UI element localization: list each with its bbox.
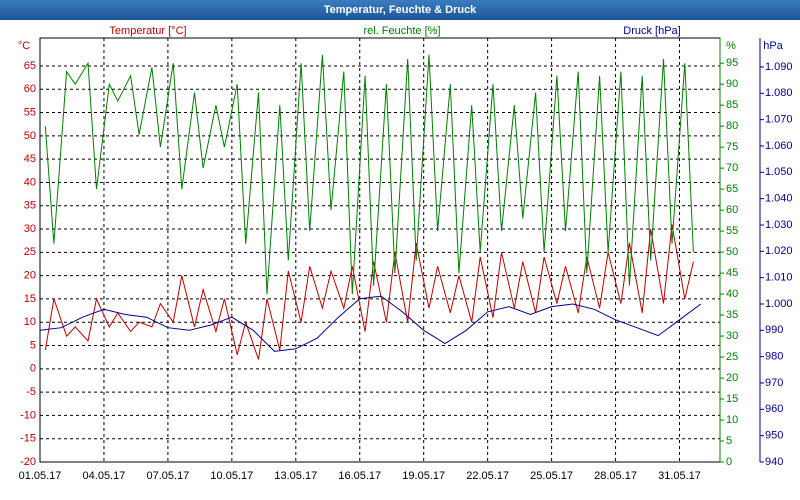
y3-tick-label: 940 <box>765 456 783 468</box>
y-tick-label: 40 <box>24 176 36 188</box>
y-unit: °C <box>18 40 30 52</box>
x-tick-label: 19.05.17 <box>402 470 445 482</box>
x-tick-label: 28.05.17 <box>594 470 637 482</box>
y2-tick-label: 90 <box>726 78 738 90</box>
y-tick-label: 0 <box>30 363 36 375</box>
plot-area <box>39 37 721 463</box>
y-tick-label: 30 <box>24 223 36 235</box>
y3-tick-label: 1.050 <box>765 166 793 178</box>
y-tick-label: -20 <box>20 456 36 468</box>
y-tick-label: 50 <box>24 130 36 142</box>
x-tick-label: 13.05.17 <box>274 470 317 482</box>
y3-tick-label: 1.060 <box>765 140 793 152</box>
y3-unit: hPa <box>763 40 783 52</box>
x-tick-label: 04.05.17 <box>83 470 126 482</box>
y2-tick-label: 45 <box>726 267 738 279</box>
y2-tick-label: 35 <box>726 309 738 321</box>
legend-label: Temperatur [°C] <box>109 25 186 37</box>
x-tick-label: 16.05.17 <box>338 470 381 482</box>
y3-tick-label: 980 <box>765 351 783 363</box>
x-tick-label: 25.05.17 <box>530 470 573 482</box>
legend-label: Druck [hPa] <box>623 25 680 37</box>
y2-tick-label: 10 <box>726 414 738 426</box>
y-tick-label: 65 <box>24 60 36 72</box>
y2-tick-label: 55 <box>726 225 738 237</box>
y3-tick-label: 970 <box>765 377 783 389</box>
x-tick-label: 01.05.17 <box>19 470 62 482</box>
y2-tick-label: 95 <box>726 57 738 69</box>
y-tick-label: 10 <box>24 316 36 328</box>
y2-tick-label: 15 <box>726 393 738 405</box>
y3-tick-label: 1.010 <box>765 272 793 284</box>
chart-title: Temperatur, Feuchte & Druck <box>324 4 477 16</box>
y-tick-label: -15 <box>20 433 36 445</box>
y2-tick-label: 20 <box>726 372 738 384</box>
y3-tick-label: 1.020 <box>765 245 793 257</box>
y2-tick-label: 75 <box>726 141 738 153</box>
y3-tick-label: 1.070 <box>765 114 793 126</box>
x-tick-label: 22.05.17 <box>466 470 509 482</box>
y3-tick-label: 950 <box>765 430 783 442</box>
y-tick-label: 45 <box>24 153 36 165</box>
y2-tick-label: 80 <box>726 120 738 132</box>
y-tick-label: 55 <box>24 106 36 118</box>
y-tick-label: 35 <box>24 200 36 212</box>
y-tick-label: 15 <box>24 293 36 305</box>
y2-unit: % <box>726 40 736 52</box>
y3-tick-label: 1.040 <box>765 193 793 205</box>
series-line <box>44 54 694 295</box>
y3-tick-label: 960 <box>765 403 783 415</box>
x-tick-label: 07.05.17 <box>146 470 189 482</box>
y2-tick-label: 40 <box>726 288 738 300</box>
x-tick-label: 10.05.17 <box>210 470 253 482</box>
y2-tick-label: 25 <box>726 351 738 363</box>
y3-tick-label: 1.080 <box>765 87 793 99</box>
y-tick-label: 60 <box>24 83 36 95</box>
y3-tick-label: 1.030 <box>765 219 793 231</box>
y-tick-label: 25 <box>24 246 36 258</box>
y-tick-label: -5 <box>26 386 36 398</box>
y2-tick-label: 85 <box>726 99 738 111</box>
y2-tick-label: 5 <box>726 435 732 447</box>
series-line <box>39 295 702 352</box>
x-tick-label: 31.05.17 <box>658 470 701 482</box>
y-tick-label: 5 <box>30 339 36 351</box>
y-tick-label: 20 <box>24 270 36 282</box>
y2-tick-label: 60 <box>726 204 738 216</box>
y2-tick-label: 30 <box>726 330 738 342</box>
y2-tick-label: 50 <box>726 246 738 258</box>
y3-tick-label: 1.000 <box>765 298 793 310</box>
y2-tick-label: 65 <box>726 183 738 195</box>
series-line <box>44 224 694 360</box>
legend-label: rel. Feuchte [%] <box>363 25 440 37</box>
title-bar <box>0 0 800 20</box>
y3-tick-label: 1.090 <box>765 61 793 73</box>
y2-tick-label: 0 <box>726 456 732 468</box>
y2-tick-label: 70 <box>726 162 738 174</box>
y-tick-label: -10 <box>20 409 36 421</box>
y3-tick-label: 990 <box>765 324 783 336</box>
